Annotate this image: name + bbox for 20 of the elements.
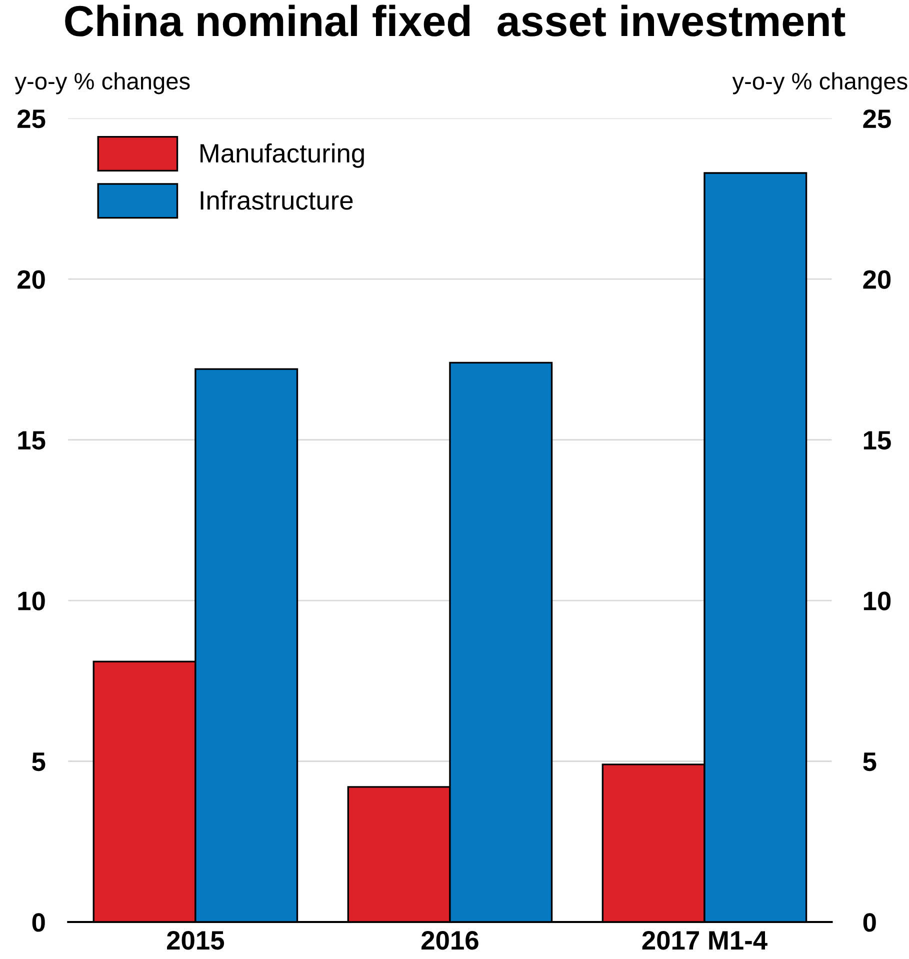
x-tick-label: 2017 M1-4 xyxy=(642,931,768,950)
y-tick-label: 20 xyxy=(18,270,45,289)
y2-tick-label: 25 xyxy=(863,109,891,128)
y2-tick-label: 20 xyxy=(863,270,891,289)
y-tick-label: 15 xyxy=(18,431,46,450)
y2-tick-label: 5 xyxy=(863,752,876,772)
legend-label: Infrastructure xyxy=(200,190,353,210)
x-tick-label: 2016 xyxy=(422,931,478,950)
x-tick-label: 2015 xyxy=(167,931,224,950)
y2-tick-label: 10 xyxy=(864,592,891,610)
y-axis-title: y-o-y % changes xyxy=(14,72,190,94)
y-tick-label: 0 xyxy=(32,913,45,932)
y-tick-label: 5 xyxy=(32,752,46,772)
y2-tick-label: 0 xyxy=(863,913,876,932)
y2-tick-label: 15 xyxy=(864,431,891,450)
legend-label: Manufacturing xyxy=(200,143,364,168)
y-tick-label: 10 xyxy=(18,592,45,610)
chart-title: China nominal fixed asset investment xyxy=(65,4,846,36)
y-tick-label: 25 xyxy=(18,109,46,128)
y2-axis-title: y-o-y % changes xyxy=(732,72,908,94)
